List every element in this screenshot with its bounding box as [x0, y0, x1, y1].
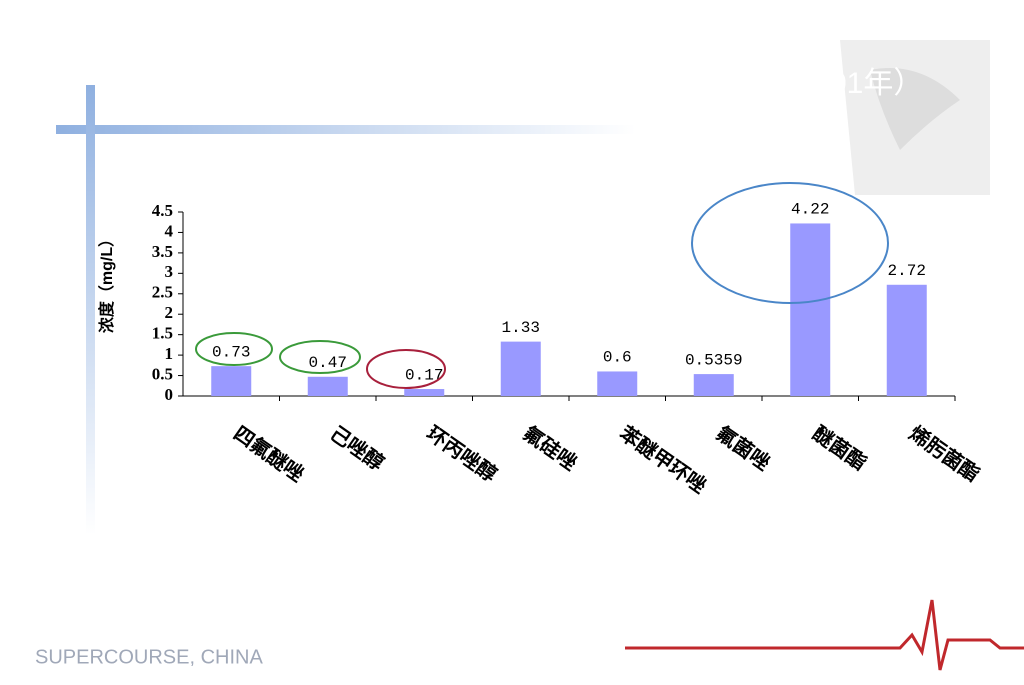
- highlight: [691, 182, 889, 304]
- y-tick-label: 0: [165, 385, 174, 404]
- bar: [693, 374, 734, 396]
- bar: [500, 341, 541, 396]
- value-label: 0.73: [212, 343, 250, 361]
- bar: [211, 366, 252, 396]
- x-tick-label: 环丙唑醇: [422, 421, 501, 487]
- value-label: 1.33: [502, 319, 540, 337]
- y-tick-label: 0.5: [152, 364, 173, 383]
- title: 01年）: [830, 67, 923, 100]
- value-label: 4.22: [791, 201, 829, 219]
- decor-bar: [56, 125, 636, 134]
- heartbeat: [625, 599, 1024, 671]
- y-axis-label: 浓度（mg/L）: [97, 231, 116, 333]
- x-tick-label: 氟菌唑: [712, 421, 775, 475]
- value-label: 0.5359: [685, 351, 743, 369]
- x-tick-label: 氟硅唑: [519, 421, 582, 475]
- highlight: [279, 340, 361, 374]
- y-tick-label: 2.5: [152, 283, 173, 302]
- x-tick-label: 四氟醚唑: [229, 421, 308, 487]
- bar: [404, 389, 445, 396]
- x-tick-label: 醚菌酯: [808, 421, 871, 475]
- y-tick-label: 1.5: [152, 324, 173, 343]
- value-label: 0.6: [603, 349, 632, 367]
- y-tick-label: 4: [165, 221, 174, 240]
- plot: 0 0.511.5 22.5 33.5 44.5 0.73 四氟醚唑 0.47 己唑醇 0.17 环…: [152, 201, 984, 498]
- bar: [790, 223, 831, 396]
- y-tick-label: 4.5: [152, 201, 173, 220]
- y-tick-label: 3: [165, 262, 174, 281]
- x-tick-label: 己唑醇: [326, 421, 389, 475]
- bar: [307, 376, 348, 396]
- decor-bar: [86, 85, 95, 535]
- y-tick-label: 1: [165, 344, 174, 363]
- highlight: [366, 349, 446, 389]
- value-label: 0.47: [309, 354, 347, 372]
- bar: [597, 371, 638, 396]
- y-tick-label: 2: [165, 303, 174, 322]
- logo: [870, 68, 960, 150]
- highlight: [195, 332, 273, 366]
- value-label: 0.17: [405, 366, 443, 384]
- footer: SUPERCOURSE, CHINA: [35, 646, 263, 668]
- x-tick-label: 烯肟菌酯: [905, 421, 984, 487]
- y-tick-label: 3.5: [152, 242, 173, 261]
- value-label: 2.72: [888, 262, 926, 280]
- bar: [886, 284, 927, 396]
- x-tick-label: 苯醚甲环唑: [614, 420, 711, 498]
